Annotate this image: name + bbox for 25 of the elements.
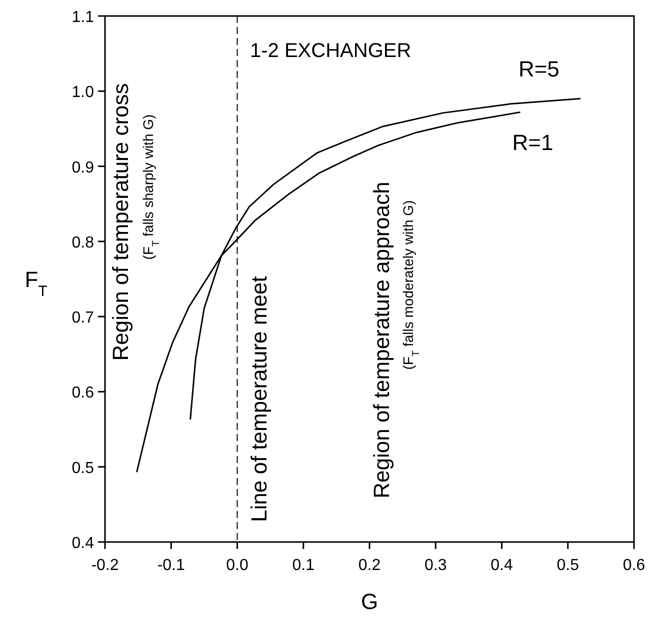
series-label: R=1 bbox=[512, 130, 554, 156]
annotation: Region of temperature approach bbox=[369, 182, 394, 498]
y-tick-label: 1.1 bbox=[72, 9, 94, 26]
y-tick-label: 0.7 bbox=[72, 310, 94, 327]
x-tick-label: 0.0 bbox=[226, 557, 248, 574]
x-tick-label: 0.3 bbox=[424, 557, 447, 574]
x-tick-label: -0.2 bbox=[91, 557, 119, 574]
y-tick-label: 0.8 bbox=[72, 234, 94, 252]
x-axis-title: G bbox=[360, 589, 378, 614]
ref-line-label: Line of temperature meet bbox=[246, 276, 272, 522]
annotation: 1-2 EXCHANGER bbox=[250, 40, 412, 62]
y-tick-label: 0.5 bbox=[72, 460, 94, 477]
x-tick-label: 0.4 bbox=[490, 557, 513, 574]
x-tick-label: 0.2 bbox=[358, 557, 381, 574]
series-label: R=5 bbox=[518, 56, 560, 82]
x-tick-label: -0.1 bbox=[157, 557, 186, 574]
x-tick-label: 0.1 bbox=[292, 557, 315, 574]
x-tick-label: 0.5 bbox=[556, 557, 580, 574]
y-tick-label: 0.4 bbox=[72, 535, 94, 552]
x-tick-label: 0.6 bbox=[622, 557, 646, 574]
annotation: Region of temperature cross bbox=[108, 83, 133, 361]
y-tick-label: 1.0 bbox=[72, 84, 94, 102]
y-axis-title: F$_{T}$ bbox=[24, 267, 48, 300]
y-tick-label: 0.6 bbox=[72, 384, 94, 402]
y-tick-label: 0.9 bbox=[72, 159, 94, 176]
